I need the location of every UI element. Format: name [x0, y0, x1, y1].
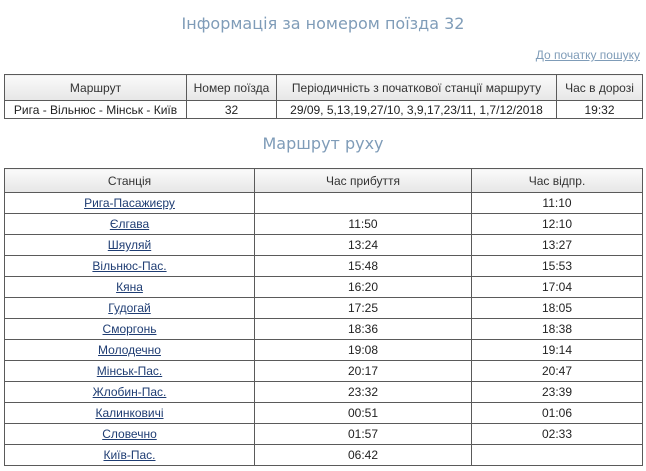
info-table: Маршрут Номер поїзда Періодичність з почат… [4, 74, 643, 119]
time-cell: 13:27 [471, 234, 643, 256]
time-cell: 11:50 [254, 213, 472, 235]
time-cell: 16:20 [254, 276, 472, 298]
column-header: Періодичність з початкової станції маршр… [276, 74, 557, 101]
column-header: Маршрут [4, 74, 187, 101]
station-cell: Жлобин-Пас. [4, 381, 255, 403]
time-cell: 18:38 [471, 318, 643, 340]
cell: Рига - Вільнюс - Мінськ - Київ [4, 100, 187, 119]
time-cell: 17:04 [471, 276, 643, 298]
station-cell: Словечно [4, 423, 255, 445]
station-cell: Київ-Пас. [4, 444, 255, 466]
route-row: Кяна 16:20 17:04 [4, 276, 643, 298]
station-link[interactable]: Молодечно [98, 343, 161, 357]
time-cell: 23:39 [471, 381, 643, 403]
route-row: Гудогай 17:25 18:05 [4, 297, 643, 319]
station-cell: Кяна [4, 276, 255, 298]
column-header: Номер поїзда [186, 74, 277, 101]
station-cell: Сморгонь [4, 318, 255, 340]
cell: 32 [186, 100, 277, 119]
time-cell: 19:14 [471, 339, 643, 361]
route-row: Шяуляй 13:24 13:27 [4, 234, 643, 256]
time-cell [471, 444, 643, 466]
station-cell: Шяуляй [4, 234, 255, 256]
column-header: Станція [4, 168, 255, 193]
station-link[interactable]: Калинковичі [95, 406, 164, 420]
column-header: Час в дорозі [556, 74, 643, 101]
route-row: Молодечно 19:08 19:14 [4, 339, 643, 361]
station-link[interactable]: Словечно [102, 427, 157, 441]
station-cell: Гудогай [4, 297, 255, 319]
station-cell: Єлгава [4, 213, 255, 235]
station-link[interactable]: Єлгава [109, 217, 150, 231]
route-row: Київ-Пас. 06:42 [4, 444, 643, 466]
time-cell: 20:47 [471, 360, 643, 382]
route-row: Калинковичі 00:51 01:06 [4, 402, 643, 424]
station-cell: Мінськ-Пас. [4, 360, 255, 382]
station-link[interactable]: Вільнюс-Пас. [92, 259, 167, 273]
time-cell: 18:36 [254, 318, 472, 340]
time-cell: 12:10 [471, 213, 643, 235]
time-cell: 23:32 [254, 381, 472, 403]
station-link[interactable]: Сморгонь [102, 322, 157, 336]
route-row: Єлгава 11:50 12:10 [4, 213, 643, 235]
station-link[interactable]: Кяна [116, 280, 143, 294]
station-cell: Вільнюс-Пас. [4, 255, 255, 277]
section-title: Маршрут руху [262, 134, 384, 153]
time-cell: 11:10 [471, 192, 643, 214]
route-row: Жлобин-Пас. 23:32 23:39 [4, 381, 643, 403]
route-row: Вільнюс-Пас. 15:48 15:53 [4, 255, 643, 277]
station-link[interactable]: Шяуляй [107, 238, 152, 252]
station-link[interactable]: Рига-Пасажиєру [84, 196, 175, 210]
station-link[interactable]: Жлобин-Пас. [92, 385, 167, 399]
station-cell: Рига-Пасажиєру [4, 192, 255, 214]
station-link[interactable]: Гудогай [108, 301, 151, 315]
cell: 19:32 [556, 100, 643, 119]
header-row: Маршрут Номер поїзда Періодичність з почат… [4, 74, 643, 101]
time-cell: 17:25 [254, 297, 472, 319]
route-table: Станція Час прибуття Час відпр. Рига-Пасаж… [4, 168, 643, 466]
route-row: Рига-Пасажиєру 11:10 [4, 192, 643, 214]
route-row: Словечно 01:57 02:33 [4, 423, 643, 445]
cell: 29/09, 5,13,19,27/10, 3,9,17,23/11, 1,7/… [276, 100, 557, 119]
back-link[interactable]: До початку пошуку [535, 48, 640, 62]
time-cell: 02:33 [471, 423, 643, 445]
time-cell: 00:51 [254, 402, 472, 424]
station-cell: Калинковичі [4, 402, 255, 424]
station-cell: Молодечно [4, 339, 255, 361]
time-cell: 01:57 [254, 423, 472, 445]
station-link[interactable]: Мінськ-Пас. [96, 364, 163, 378]
route-row: Сморгонь 18:36 18:38 [4, 318, 643, 340]
route-row: Мінськ-Пас. 20:17 20:47 [4, 360, 643, 382]
station-link[interactable]: Київ-Пас. [103, 448, 156, 462]
column-header: Час відпр. [471, 168, 643, 193]
time-cell: 06:42 [254, 444, 472, 466]
time-cell: 15:48 [254, 255, 472, 277]
data-row: Рига - Вільнюс - Мінськ - Київ 32 29/09, 5… [4, 100, 643, 119]
page-title: Інформація за номером поїзда 32 [181, 14, 465, 33]
time-cell: 19:08 [254, 339, 472, 361]
time-cell [254, 192, 472, 214]
time-cell: 20:17 [254, 360, 472, 382]
time-cell: 13:24 [254, 234, 472, 256]
time-cell: 01:06 [471, 402, 643, 424]
header-row: Станція Час прибуття Час відпр. [4, 168, 643, 193]
column-header: Час прибуття [254, 168, 472, 193]
time-cell: 18:05 [471, 297, 643, 319]
time-cell: 15:53 [471, 255, 643, 277]
